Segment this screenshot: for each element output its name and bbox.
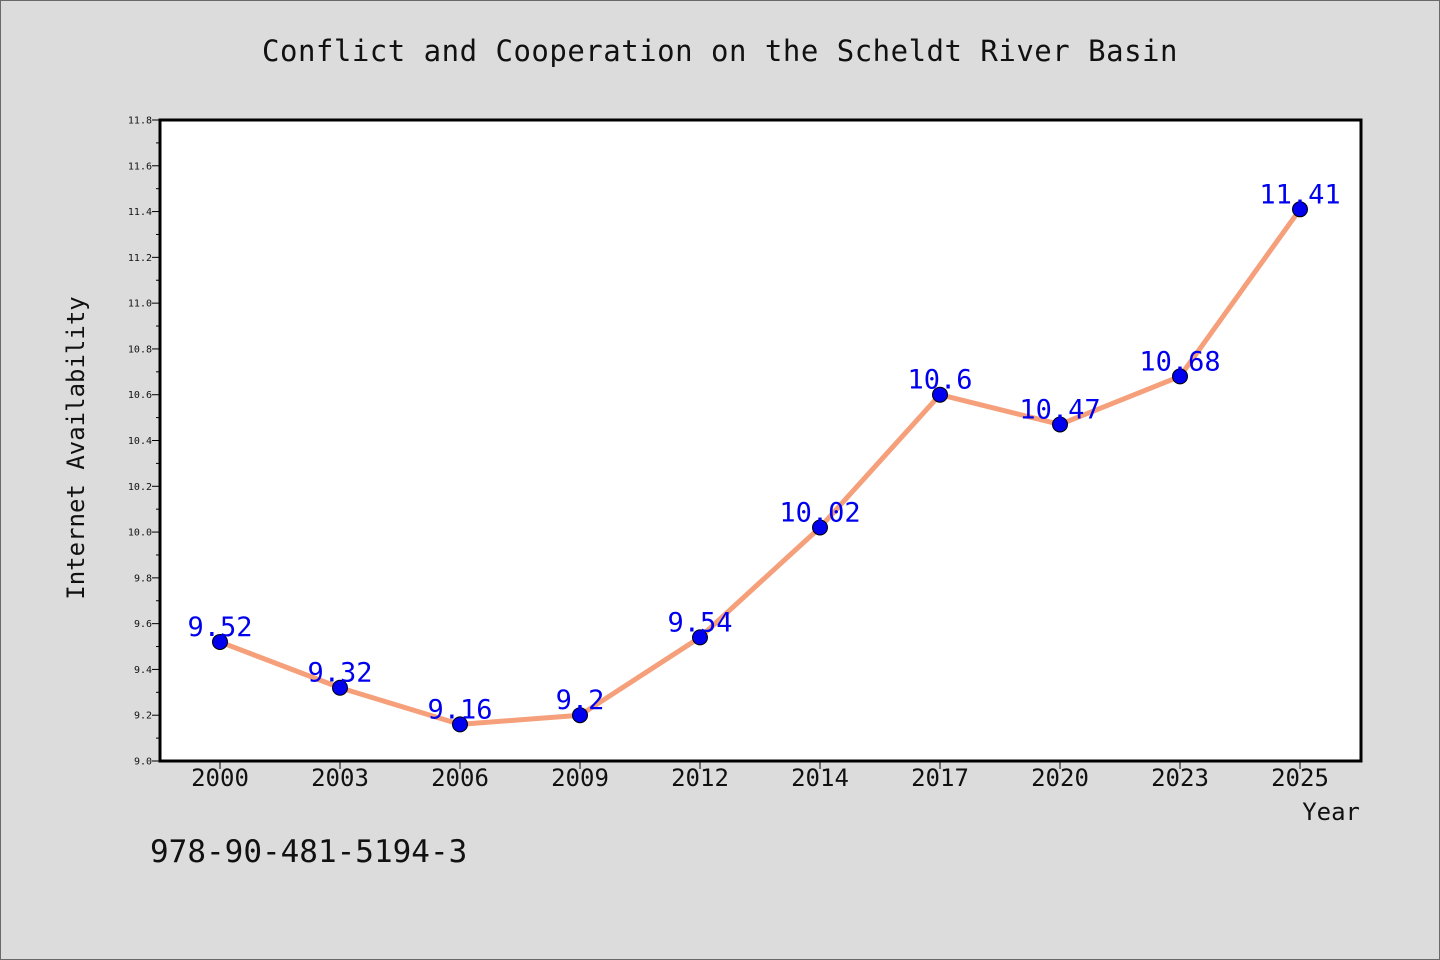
series-line bbox=[217, 206, 1303, 727]
x-tick-label: 2009 bbox=[551, 764, 609, 792]
data-label: 9.52 bbox=[187, 612, 252, 643]
data-point-marker bbox=[932, 386, 948, 403]
y-tick-label: 10.8 bbox=[128, 344, 152, 355]
data-point-marker bbox=[572, 707, 588, 724]
data-point-marker bbox=[452, 716, 468, 733]
data-point-marker bbox=[1172, 368, 1188, 385]
data-label: 10.6 bbox=[907, 365, 972, 396]
x-axis-ticks: 2000 2003 2006 2009 2012 2014 2017 2020 2023 2025 bbox=[191, 761, 1329, 792]
x-tick-label: 2025 bbox=[1271, 764, 1329, 792]
y-tick-label: 10.4 bbox=[128, 436, 152, 447]
series-markers bbox=[212, 201, 1308, 733]
x-tick-label: 2014 bbox=[791, 764, 849, 792]
x-tick-label: 2017 bbox=[911, 764, 969, 792]
x-tick-label: 2006 bbox=[431, 764, 489, 792]
y-tick-label: 10.2 bbox=[128, 482, 152, 493]
isbn-text: 978-90-481-5194-3 bbox=[150, 834, 468, 870]
data-point-marker bbox=[332, 679, 348, 696]
data-labels: 9.52 9.32 9.16 9.2 9.54 10.02 10.6 10.47 10.68 11… bbox=[187, 179, 1340, 725]
x-tick-label: 2023 bbox=[1151, 764, 1209, 792]
data-point-marker bbox=[692, 629, 708, 646]
y-tick-label: 9.0 bbox=[134, 757, 152, 768]
x-tick-label: 2012 bbox=[671, 764, 729, 792]
y-tick-label: 9.8 bbox=[134, 573, 152, 584]
y-tick-label: 11.2 bbox=[128, 253, 152, 264]
y-tick-label: 10.0 bbox=[128, 528, 152, 539]
y-tick-label: 9.2 bbox=[134, 711, 152, 722]
x-tick-label: 2020 bbox=[1031, 764, 1089, 792]
data-point-marker bbox=[1292, 201, 1308, 218]
y-axis-label: Internet Availability bbox=[62, 296, 90, 599]
data-point-marker bbox=[212, 633, 228, 650]
series-line-group bbox=[217, 206, 1303, 727]
y-axis-ticks: 9.0 9.2 9.4 9.6 9.8 10.0 10.2 10.4 10.6 10.8 11.0 1… bbox=[128, 116, 160, 768]
y-tick-label: 10.6 bbox=[128, 390, 152, 401]
data-label: 9.32 bbox=[307, 658, 372, 689]
chart-title: Conflict and Cooperation on the Scheldt … bbox=[262, 34, 1178, 68]
x-axis-label: Year bbox=[1302, 798, 1360, 826]
data-label: 10.47 bbox=[1019, 394, 1100, 425]
data-label: 10.02 bbox=[779, 497, 860, 528]
data-label: 11.41 bbox=[1259, 179, 1340, 210]
data-label: 10.68 bbox=[1139, 346, 1220, 377]
data-label: 9.16 bbox=[427, 694, 492, 725]
data-label: 9.54 bbox=[667, 607, 732, 638]
y-tick-label: 11.6 bbox=[128, 161, 152, 172]
x-tick-label: 2000 bbox=[191, 764, 249, 792]
y-tick-label: 11.0 bbox=[128, 299, 152, 310]
data-point-marker bbox=[812, 519, 828, 536]
y-tick-label: 11.8 bbox=[128, 116, 152, 127]
y-tick-label: 9.4 bbox=[134, 665, 152, 676]
data-label: 9.2 bbox=[556, 685, 605, 716]
data-point-marker bbox=[1052, 416, 1068, 433]
x-tick-label: 2003 bbox=[311, 764, 369, 792]
y-tick-label: 11.4 bbox=[128, 207, 152, 218]
y-tick-label: 9.6 bbox=[134, 619, 152, 630]
plot-area bbox=[158, 118, 1363, 763]
